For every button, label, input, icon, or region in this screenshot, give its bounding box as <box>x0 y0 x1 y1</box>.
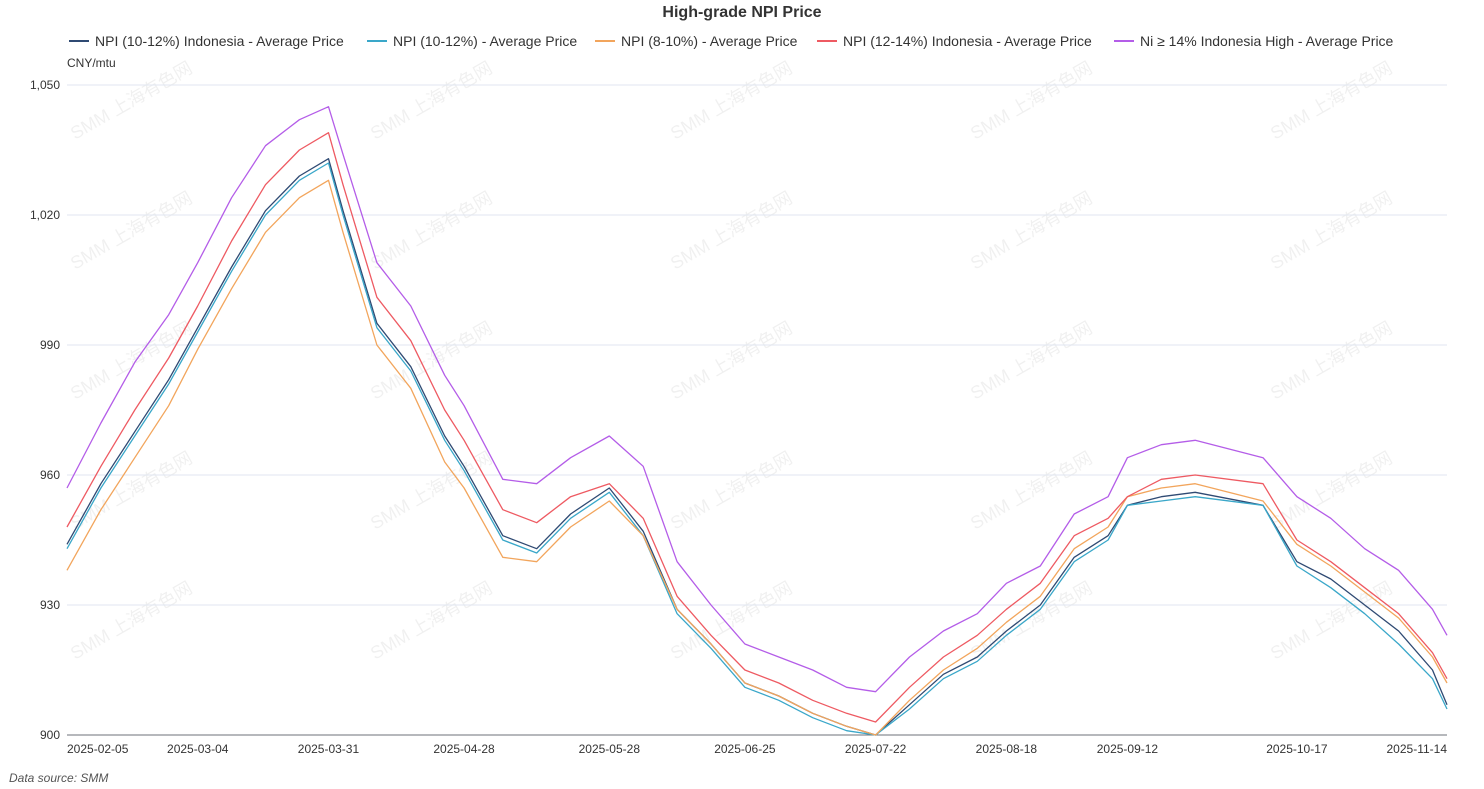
legend-label: NPI (12-14%) Indonesia - Average Price <box>843 33 1092 49</box>
y-tick-label: 960 <box>40 468 60 482</box>
data-source-note: Data source: SMM <box>9 771 109 785</box>
y-tick-label: 1,050 <box>30 78 60 92</box>
x-tick-label: 2025-07-22 <box>845 742 907 756</box>
watermark-text: SMM 上海有色网 <box>667 578 796 664</box>
watermark-text: SMM 上海有色网 <box>967 58 1096 144</box>
legend-swatch-line-icon <box>69 40 89 43</box>
series-line-2[interactable] <box>66 179 1448 736</box>
legend-label: Ni ≥ 14% Indonesia High - Average Price <box>1140 33 1394 49</box>
legend-item-npi-10-12-indonesia[interactable]: NPI (10-12%) Indonesia - Average Price <box>69 31 344 51</box>
x-tick-label: 2025-06-25 <box>714 742 776 756</box>
legend-label: NPI (8-10%) - Average Price <box>621 33 798 49</box>
watermark-text: SMM 上海有色网 <box>667 188 796 274</box>
y-axis-unit-label: CNY/mtu <box>67 56 116 70</box>
legend-label: NPI (10-12%) Indonesia - Average Price <box>95 33 344 49</box>
watermark-text: SMM 上海有色网 <box>667 448 796 534</box>
watermark-text: SMM 上海有色网 <box>367 318 496 404</box>
legend-swatch-line-icon <box>1114 40 1134 43</box>
series-line-4[interactable] <box>66 106 1448 693</box>
watermark-text: SMM 上海有色网 <box>1267 448 1396 534</box>
watermark-text: SMM 上海有色网 <box>1267 188 1396 274</box>
legend-swatch-line-icon <box>595 40 615 43</box>
x-axis: 2025-02-05 2025-03-04 2025-03-31 2025-04-28… <box>67 742 1447 756</box>
series-lines <box>66 106 1448 736</box>
watermark-text: SMM 上海有色网 <box>967 188 1096 274</box>
y-tick-label: 900 <box>40 728 60 742</box>
y-tick-label: 1,020 <box>30 208 60 222</box>
watermark-text: SMM 上海有色网 <box>667 318 796 404</box>
y-tick-label: 990 <box>40 338 60 352</box>
gridlines <box>67 84 1447 736</box>
x-tick-label: 2025-09-12 <box>1097 742 1159 756</box>
x-tick-label: 2025-11-14 <box>1387 742 1448 756</box>
legend-item-npi-8-10[interactable]: NPI (8-10%) - Average Price <box>595 31 797 51</box>
chart-legend: NPI (10-12%) Indonesia - Average Price N… <box>0 31 1484 51</box>
legend-label: NPI (10-12%) - Average Price <box>393 33 578 49</box>
x-tick-label: 2025-03-04 <box>167 742 229 756</box>
legend-item-npi-10-12[interactable]: NPI (10-12%) - Average Price <box>367 31 577 51</box>
y-axis: 900 930 960 990 1,020 1,050 <box>30 78 60 742</box>
series-line-3[interactable] <box>66 132 1448 723</box>
x-tick-label: 2025-04-28 <box>433 742 495 756</box>
watermark-text: SMM 上海有色网 <box>1267 58 1396 144</box>
legend-item-ni-14-indonesia-high[interactable]: Ni ≥ 14% Indonesia High - Average Price <box>1114 31 1393 51</box>
watermark-text: SMM 上海有色网 <box>967 318 1096 404</box>
watermark-text: SMM 上海有色网 <box>67 58 196 144</box>
watermark-text: SMM 上海有色网 <box>367 188 496 274</box>
x-tick-label: 2025-03-31 <box>298 742 360 756</box>
watermark-text: SMM 上海有色网 <box>67 188 196 274</box>
x-tick-label: 2025-05-28 <box>579 742 641 756</box>
watermark-text: SMM 上海有色网 <box>67 448 196 534</box>
watermark-text: SMM 上海有色网 <box>367 448 496 534</box>
watermark-text: SMM 上海有色网 <box>1267 318 1396 404</box>
watermark-text: SMM 上海有色网 <box>67 578 196 664</box>
watermark-text: SMM 上海有色网 <box>667 58 796 144</box>
x-tick-label: 2025-02-05 <box>67 742 129 756</box>
legend-swatch-line-icon <box>817 40 837 43</box>
watermark-text: SMM 上海有色网 <box>967 448 1096 534</box>
legend-item-npi-12-14-indonesia[interactable]: NPI (12-14%) Indonesia - Average Price <box>817 31 1092 51</box>
legend-swatch-line-icon <box>367 40 387 43</box>
watermark-text: SMM 上海有色网 <box>367 58 496 144</box>
watermark-text: SMM 上海有色网 <box>1267 578 1396 664</box>
series-line-1[interactable] <box>66 162 1448 736</box>
chart-title: High-grade NPI Price <box>662 4 822 21</box>
watermark-text: SMM 上海有色网 <box>367 578 496 664</box>
y-tick-label: 930 <box>40 598 60 612</box>
x-tick-label: 2025-08-18 <box>976 742 1038 756</box>
x-tick-label: 2025-10-17 <box>1266 742 1328 756</box>
watermark-layer: SMM 上海有色网 SMM 上海有色网 SMM 上海有色网 SMM 上海有色网 SMM … <box>67 58 1396 664</box>
